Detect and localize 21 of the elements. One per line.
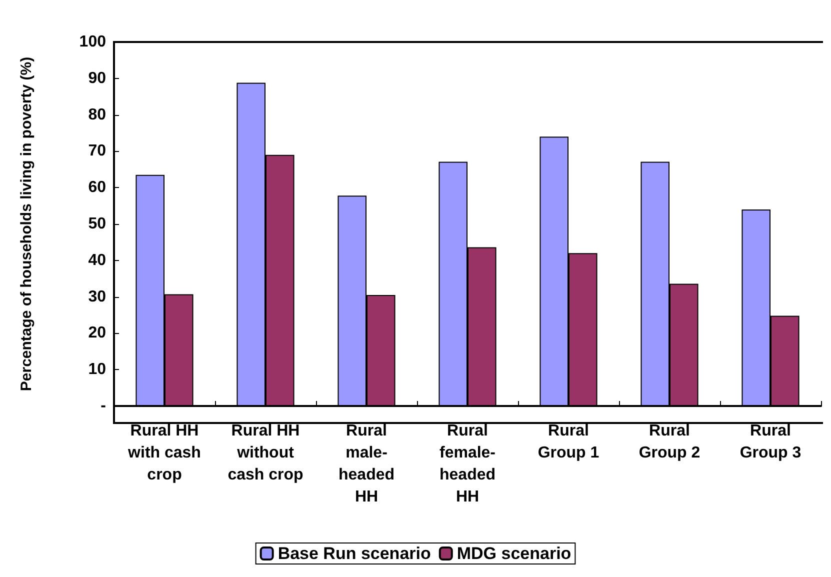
legend-label: Base Run scenario — [278, 544, 431, 563]
y-tick-label: 30 — [88, 288, 106, 306]
y-tick-label: 20 — [88, 324, 106, 342]
x-tick-label: Rural Group 2 — [638, 422, 700, 462]
y-axis-title: Percentage of households living in poverty (%) — [18, 56, 35, 392]
y-tick-label: 80 — [88, 106, 106, 124]
y-tick-label: 10 — [88, 361, 106, 378]
y-tick-label: 60 — [88, 179, 106, 196]
y-tick-label: - — [100, 398, 106, 414]
y-tick-label: 90 — [88, 70, 106, 87]
y-tick-label: 100 — [79, 34, 106, 50]
y-tick-label: 50 — [88, 216, 106, 232]
x-tick-label: Rural Group 3 — [740, 422, 802, 462]
x-tick-label: Rural female- headed HH — [439, 422, 496, 506]
x-tick-label: Rural Group 1 — [538, 422, 600, 462]
y-tick-label: 70 — [88, 142, 106, 160]
x-tick-label: Rural male- headed HH — [338, 422, 395, 506]
x-tick-label: Rural HH without cash crop — [228, 422, 304, 484]
legend-label: MDG scenario — [456, 544, 572, 563]
x-tick-label: Rural HH with cash crop — [127, 422, 201, 484]
y-tick-label: 40 — [88, 252, 106, 269]
